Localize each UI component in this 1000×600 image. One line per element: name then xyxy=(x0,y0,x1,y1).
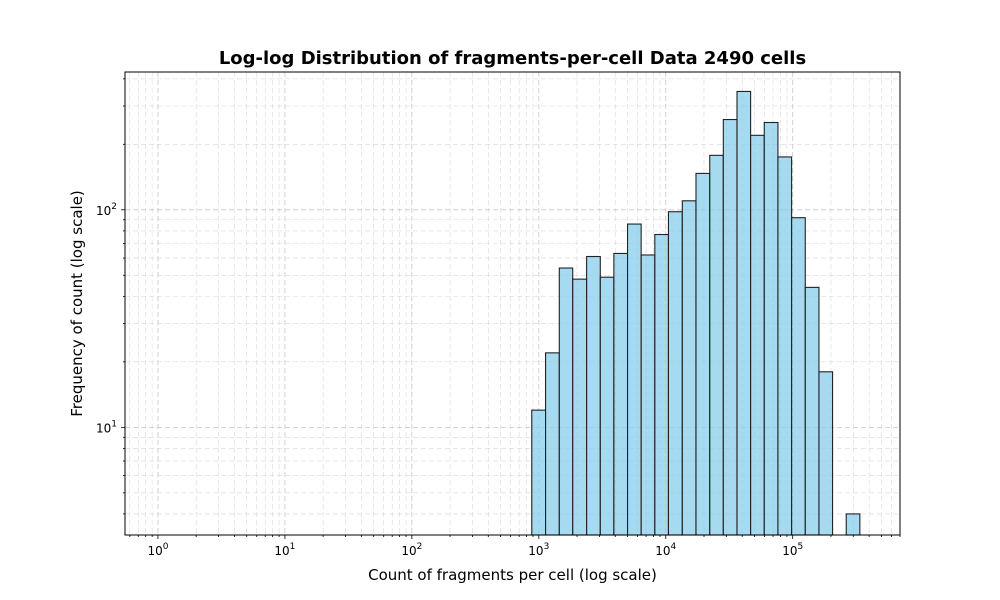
histogram-bar xyxy=(722,118,738,536)
histogram-bar xyxy=(736,90,752,536)
histogram-bar xyxy=(667,211,683,536)
x-axis-label: Count of fragments per cell (log scale) xyxy=(368,566,657,584)
y-axis-label: Frequency of count (log scale) xyxy=(68,190,86,417)
x-tick-label: 100 xyxy=(147,542,168,558)
x-tick-label: 102 xyxy=(401,542,422,558)
x-axis-ticks: 100 101 102 103 104 105 xyxy=(129,535,901,558)
histogram-bar xyxy=(545,352,560,536)
histogram-bars xyxy=(531,90,861,536)
x-tick-label: 101 xyxy=(274,542,295,558)
histogram-bar xyxy=(599,276,615,536)
histogram-bar xyxy=(695,172,711,536)
histogram-bar xyxy=(681,200,697,536)
histogram-bar xyxy=(845,513,861,536)
histogram-bar xyxy=(572,278,588,536)
x-tick-label: 104 xyxy=(655,542,676,558)
histogram-bar xyxy=(586,255,601,536)
y-axis-ticks: 101 102 xyxy=(96,78,125,515)
x-tick-label: 105 xyxy=(782,542,803,558)
histogram-bar xyxy=(626,223,642,536)
histogram-bar xyxy=(777,156,793,536)
histogram-bar xyxy=(531,409,547,536)
y-tick-label: 102 xyxy=(96,202,117,218)
histogram-bar xyxy=(654,233,670,536)
histogram-bar xyxy=(709,154,724,536)
histogram-bar xyxy=(791,217,806,536)
histogram-bar xyxy=(640,254,656,536)
y-tick-label: 101 xyxy=(96,419,117,435)
histogram-bar xyxy=(804,286,820,536)
histogram-bar xyxy=(750,134,765,536)
histogram-bar xyxy=(613,252,629,536)
x-tick-label: 103 xyxy=(528,542,549,558)
chart-title: Log-log Distribution of fragments-per-ce… xyxy=(219,48,806,69)
histogram-bar xyxy=(763,121,779,536)
plot-frame xyxy=(124,71,901,536)
histogram-bar xyxy=(818,371,834,536)
histogram-bar xyxy=(558,267,574,536)
